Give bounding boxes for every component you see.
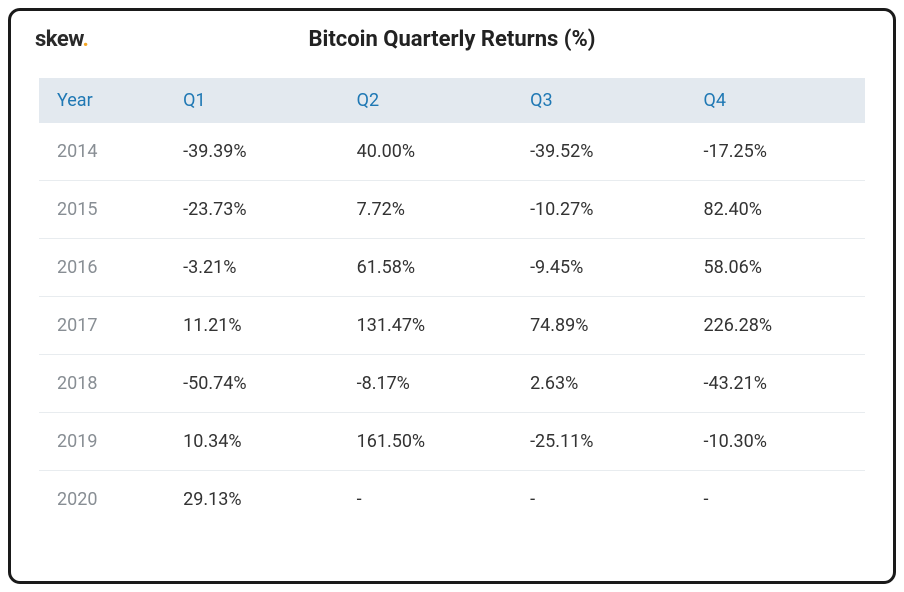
returns-table: Year Q1 Q2 Q3 Q4 2014-39.39%40.00%-39.52… [39, 78, 865, 528]
col-header-q4: Q4 [692, 78, 865, 123]
cell-q3: -39.52% [518, 123, 691, 181]
cell-q1: -23.73% [171, 181, 344, 239]
table-row: 201910.34%161.50%-25.11%-10.30% [39, 413, 865, 471]
brand-name: skew [35, 27, 83, 52]
cell-q3: -9.45% [518, 239, 691, 297]
cell-year: 2016 [39, 239, 171, 297]
table-row: 202029.13%--- [39, 471, 865, 529]
cell-q4: - [692, 471, 865, 529]
cell-year: 2017 [39, 297, 171, 355]
cell-q4: -10.30% [692, 413, 865, 471]
cell-q2: 161.50% [345, 413, 518, 471]
col-header-q2: Q2 [345, 78, 518, 123]
brand-dot: . [83, 27, 89, 52]
table-row: 201711.21%131.47%74.89%226.28% [39, 297, 865, 355]
table-row: 2015-23.73%7.72%-10.27%82.40% [39, 181, 865, 239]
table-body: 2014-39.39%40.00%-39.52%-17.25%2015-23.7… [39, 123, 865, 528]
cell-year: 2018 [39, 355, 171, 413]
cell-q4: -17.25% [692, 123, 865, 181]
table-title: Bitcoin Quarterly Returns (%) [39, 27, 865, 52]
cell-q3: 74.89% [518, 297, 691, 355]
cell-q4: 82.40% [692, 181, 865, 239]
col-header-q1: Q1 [171, 78, 344, 123]
cell-q2: - [345, 471, 518, 529]
cell-q4: 226.28% [692, 297, 865, 355]
returns-card: skew. Bitcoin Quarterly Returns (%) Year… [8, 8, 896, 584]
table-row: 2016-3.21%61.58%-9.45%58.06% [39, 239, 865, 297]
table-row: 2018-50.74%-8.17%2.63%-43.21% [39, 355, 865, 413]
cell-q1: -50.74% [171, 355, 344, 413]
brand-logo: skew. [35, 27, 88, 52]
cell-q1: 10.34% [171, 413, 344, 471]
cell-year: 2020 [39, 471, 171, 529]
cell-year: 2019 [39, 413, 171, 471]
cell-q1: 29.13% [171, 471, 344, 529]
col-header-q3: Q3 [518, 78, 691, 123]
table-header-row: Year Q1 Q2 Q3 Q4 [39, 78, 865, 123]
col-header-year: Year [39, 78, 171, 123]
cell-q2: 7.72% [345, 181, 518, 239]
cell-q1: -3.21% [171, 239, 344, 297]
cell-q3: -25.11% [518, 413, 691, 471]
cell-q3: 2.63% [518, 355, 691, 413]
table-row: 2014-39.39%40.00%-39.52%-17.25% [39, 123, 865, 181]
cell-q4: 58.06% [692, 239, 865, 297]
cell-q2: -8.17% [345, 355, 518, 413]
cell-q1: -39.39% [171, 123, 344, 181]
cell-q3: -10.27% [518, 181, 691, 239]
cell-q2: 40.00% [345, 123, 518, 181]
cell-q3: - [518, 471, 691, 529]
cell-q1: 11.21% [171, 297, 344, 355]
cell-year: 2014 [39, 123, 171, 181]
cell-q2: 131.47% [345, 297, 518, 355]
cell-q2: 61.58% [345, 239, 518, 297]
cell-year: 2015 [39, 181, 171, 239]
cell-q4: -43.21% [692, 355, 865, 413]
